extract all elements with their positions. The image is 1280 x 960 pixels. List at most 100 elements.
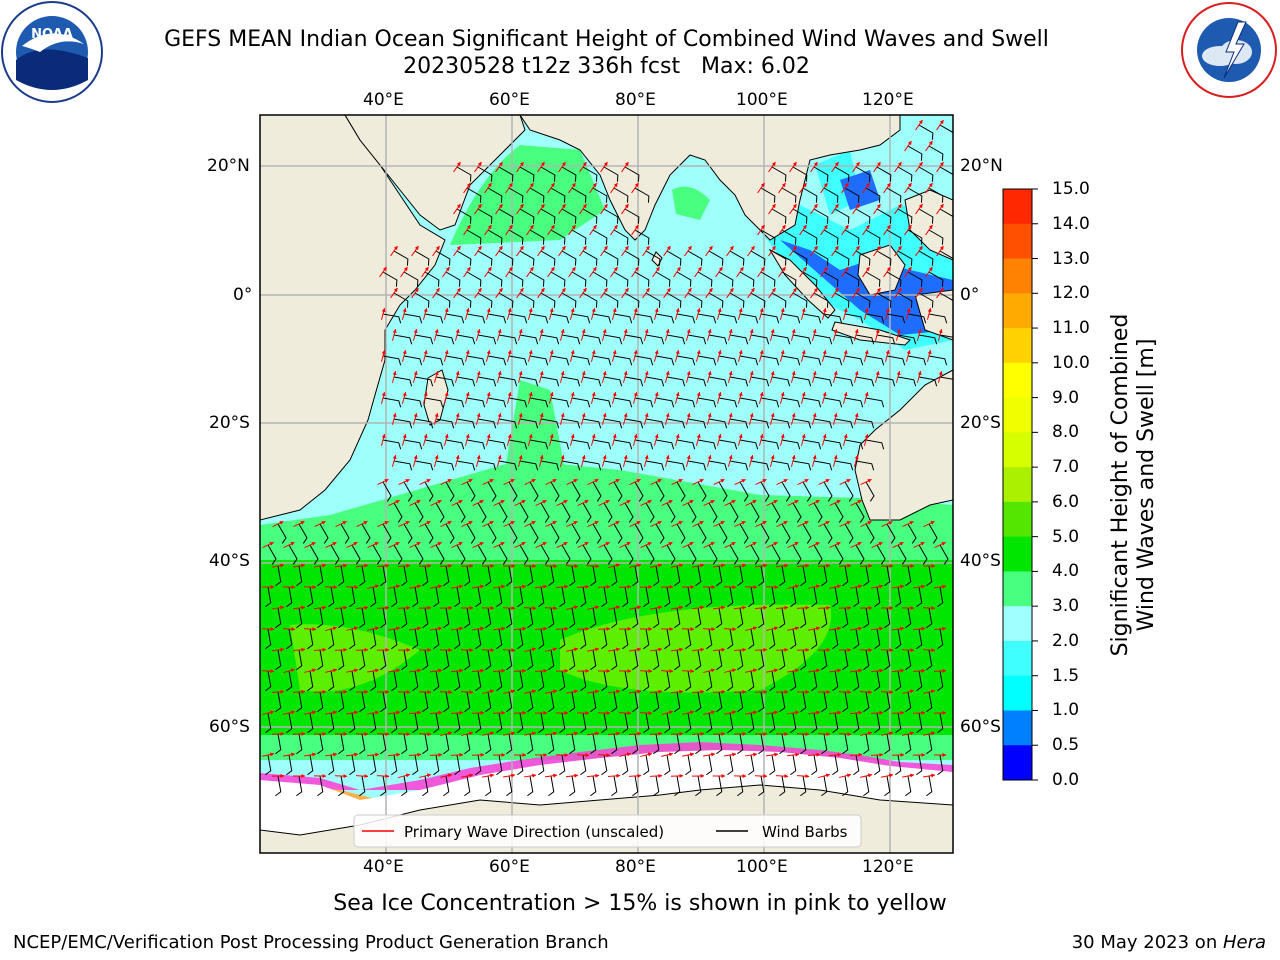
wind-barb [685, 586, 692, 608]
wind-barb [477, 460, 497, 471]
wave-direction-arrow [800, 307, 806, 320]
wave-direction-arrow [901, 648, 915, 653]
wind-barb [508, 229, 524, 245]
lon-label-top-100e: 100°E [736, 90, 788, 110]
wave-direction-arrow [621, 203, 629, 215]
wave-direction-arrow [748, 454, 754, 467]
wave-direction-arrow [484, 182, 492, 194]
wave-direction-arrow [334, 605, 348, 610]
wind-barb [580, 670, 587, 692]
wind-barb [769, 754, 776, 776]
wave-direction-arrow [464, 391, 470, 404]
wave-direction-arrow [863, 349, 869, 362]
wind-barb [685, 628, 692, 650]
wave-direction-arrow [622, 328, 628, 341]
wind-barb [790, 586, 797, 608]
wind-barb [466, 271, 482, 287]
wave-direction-arrow [366, 752, 380, 757]
wind-barb [422, 607, 429, 629]
wave-direction-arrow [502, 648, 516, 653]
wind-barb [550, 355, 570, 366]
wind-barb [687, 460, 707, 471]
wave-direction-arrow [628, 731, 642, 736]
wind-barb [823, 187, 839, 203]
wave-direction-arrow [590, 433, 596, 446]
wave-direction-arrow [884, 349, 890, 362]
wave-direction-arrow [832, 328, 838, 341]
wind-barb [550, 229, 566, 245]
wind-barb [739, 355, 759, 366]
wave-direction-arrow [757, 182, 765, 194]
wind-barb [286, 586, 293, 608]
wave-direction-arrow [650, 479, 662, 485]
wind-barb [571, 439, 591, 450]
wave-direction-arrow [716, 433, 722, 446]
wind-barb [813, 250, 829, 266]
wind-barb [937, 586, 944, 608]
wave-direction-arrow [569, 307, 575, 320]
wind-barb [393, 250, 409, 266]
wind-barb [422, 775, 429, 797]
wave-direction-arrow [745, 668, 758, 673]
wave-direction-arrow [883, 266, 891, 278]
wave-direction-arrow [619, 752, 632, 758]
wind-barb [842, 775, 849, 797]
wave-direction-arrow [779, 433, 785, 446]
wave-direction-arrow [601, 370, 607, 383]
wave-direction-arrow [482, 479, 494, 485]
wave-direction-arrow [734, 521, 746, 527]
wind-barb [592, 523, 602, 544]
wave-direction-arrow [737, 391, 743, 404]
wind-barb [296, 691, 303, 713]
wave-direction-arrow [703, 668, 716, 674]
wave-direction-arrow [915, 203, 923, 215]
wave-direction-arrow [716, 307, 722, 320]
wave-direction-arrow [841, 182, 849, 194]
wave-direction-arrow [674, 307, 680, 320]
wind-barb [676, 271, 692, 287]
wave-direction-arrow [860, 773, 873, 778]
wave-direction-arrow [580, 454, 586, 467]
wind-barb [706, 754, 713, 776]
wave-direction-arrow [703, 500, 715, 506]
wave-direction-arrow [475, 370, 481, 383]
wind-barb [655, 481, 665, 502]
wave-direction-arrow [682, 710, 695, 715]
wind-barb [727, 712, 734, 734]
wind-barb [844, 397, 864, 408]
wave-direction-arrow [874, 328, 880, 341]
wind-barb [527, 733, 534, 755]
wind-barb [506, 691, 513, 713]
wave-direction-arrow [778, 182, 786, 194]
wave-direction-arrow [412, 328, 418, 341]
wind-barb [781, 439, 801, 450]
wave-direction-arrow [325, 626, 338, 632]
wind-barb [498, 292, 514, 308]
wind-barb [571, 271, 587, 287]
wave-direction-arrow [472, 584, 485, 589]
wave-direction-arrow [607, 689, 621, 694]
wave-direction-arrow [334, 563, 348, 568]
wind-barb [632, 565, 639, 587]
wind-barb [582, 460, 602, 471]
wind-barb [380, 775, 387, 797]
wind-barb [603, 418, 623, 429]
wind-barb [729, 502, 739, 523]
wind-barb [401, 649, 408, 671]
wind-barb [855, 376, 875, 387]
wind-barb [445, 271, 461, 287]
wave-direction-arrow [631, 224, 639, 236]
wind-barb [832, 712, 839, 734]
wave-direction-arrow [694, 266, 702, 278]
colorbar-tick-label: 8.0 [1052, 422, 1080, 443]
wind-barb [937, 712, 944, 734]
wind-barb [540, 250, 556, 266]
wind-barb [456, 460, 476, 471]
wind-barb [821, 733, 828, 755]
wave-direction-arrow [513, 584, 527, 589]
lon-label-top-120e: 120°E [862, 90, 914, 110]
wave-direction-arrow [390, 245, 398, 257]
wave-direction-arrow [873, 161, 881, 173]
wind-barb [550, 397, 570, 408]
wave-direction-arrow [933, 668, 947, 673]
